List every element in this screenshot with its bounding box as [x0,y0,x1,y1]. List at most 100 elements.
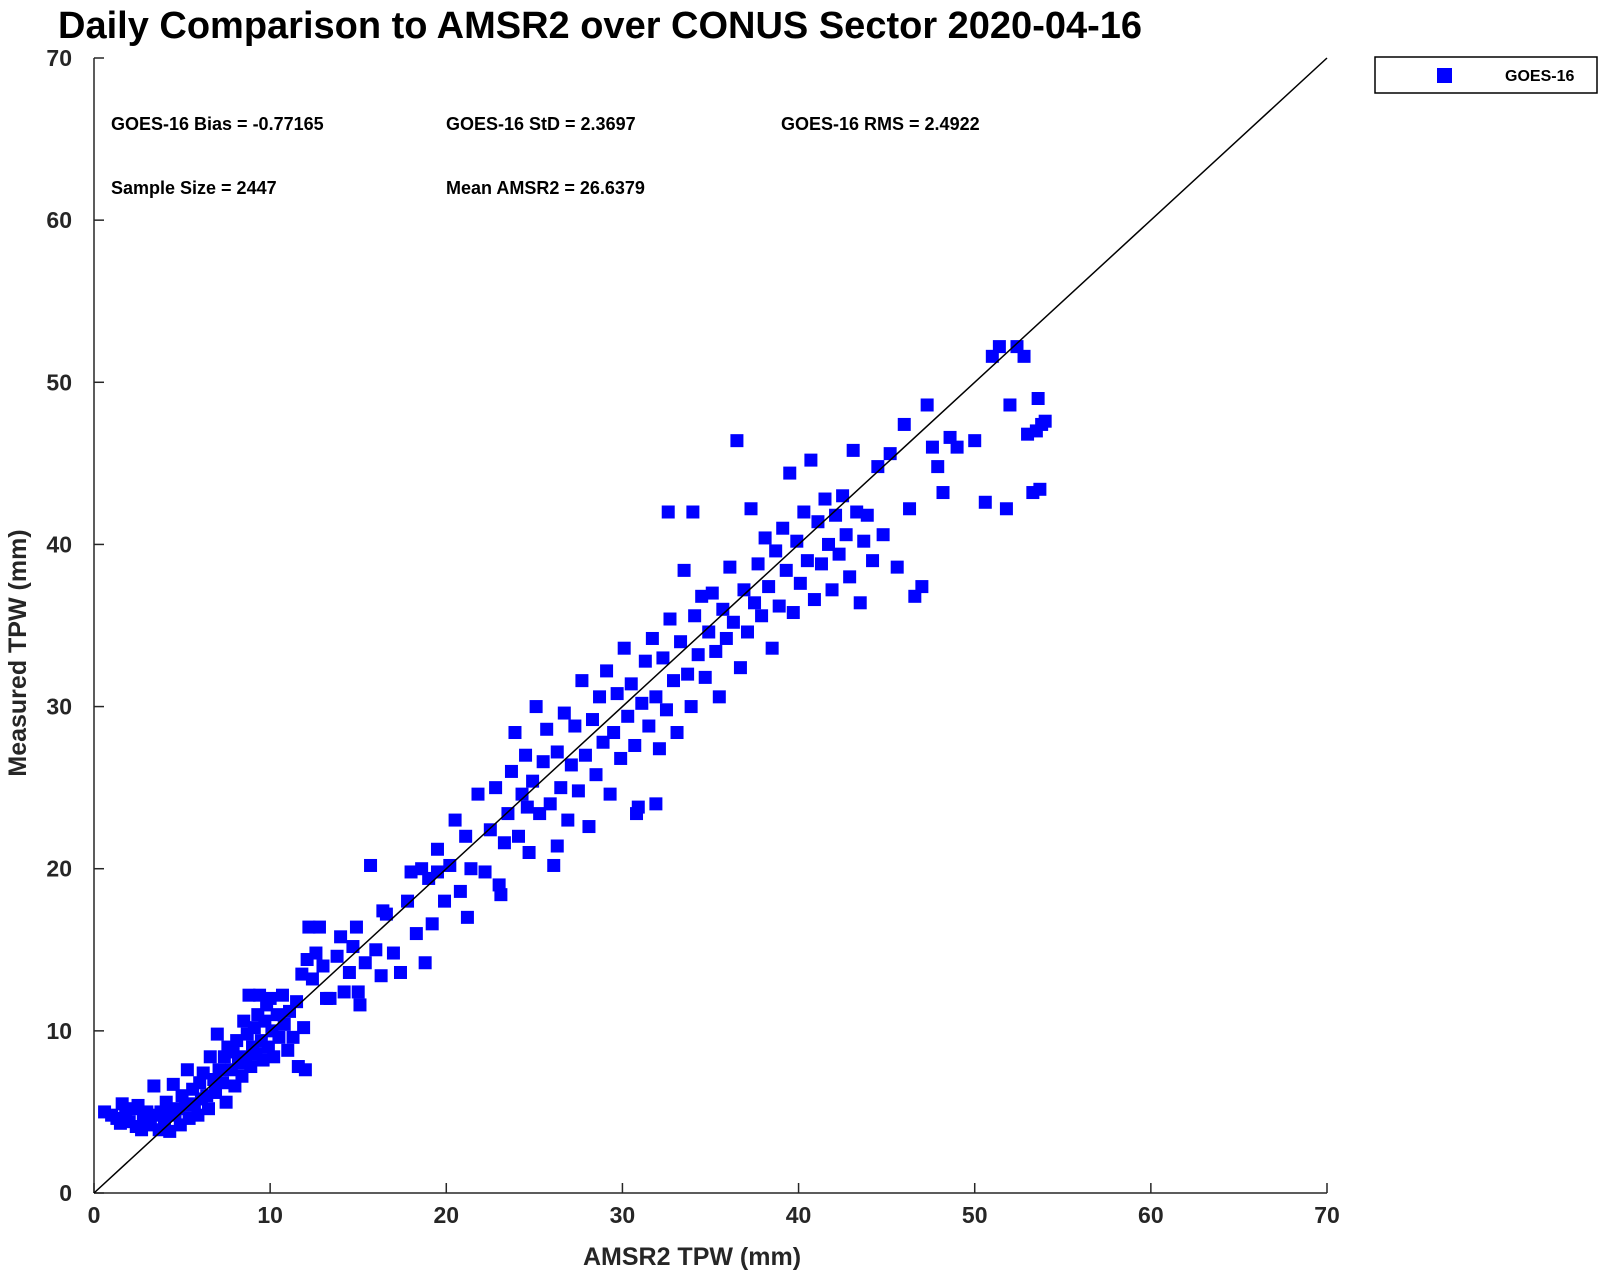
data-point [638,654,652,668]
data-point [196,1066,210,1080]
data-point [783,466,797,480]
data-point [832,547,846,561]
data-point [818,492,832,506]
data-point [358,956,372,970]
data-point [698,670,712,684]
data-point [614,751,628,765]
data-point [790,534,804,548]
data-point [568,719,582,733]
data-point [163,1124,177,1138]
data-point [659,703,673,717]
data-point [705,586,719,600]
y-tick-label: 50 [46,369,72,395]
data-point [936,486,950,500]
data-point [554,781,568,795]
data-point [999,502,1013,516]
data-point [733,661,747,675]
x-tick-label: 40 [786,1202,812,1228]
data-point [814,557,828,571]
data-point [610,687,624,701]
data-point [290,995,304,1009]
data-point [624,677,638,691]
data-point [684,700,698,714]
data-point [776,521,790,535]
data-point [661,505,675,519]
data-point [298,1063,312,1077]
y-tick-label: 40 [46,531,72,557]
data-point [645,631,659,645]
data-point [337,985,351,999]
data-point [748,596,762,610]
data-point [719,631,733,645]
data-point [890,560,904,574]
data-point [621,709,635,723]
data-point [740,625,754,639]
data-point [589,768,603,782]
data-point [540,722,554,736]
x-tick-label: 10 [257,1202,283,1228]
data-point [409,927,423,941]
data-point [550,745,564,759]
data-point [448,813,462,827]
data-point [915,580,929,594]
chart-title: Daily Comparison to AMSR2 over CONUS Sec… [58,5,1142,47]
data-point [765,641,779,655]
data-point [950,440,964,454]
data-point [342,965,356,979]
data-point [550,839,564,853]
data-point [295,967,309,981]
data-point [786,606,800,620]
data-point [237,1014,251,1028]
legend-label-goes16: GOES-16 [1505,68,1574,85]
data-point [471,787,485,801]
data-point [404,865,418,879]
legend: GOES-16 [1374,56,1598,94]
data-point [603,787,617,801]
data-point [330,949,344,963]
y-tick-label: 0 [59,1180,72,1206]
data-point [850,505,864,519]
data-point [508,726,522,740]
data-point [797,505,811,519]
data-point [349,920,363,934]
data-point [649,797,663,811]
data-point [925,440,939,454]
data-point [305,972,319,986]
data-point [460,910,474,924]
data-point [836,489,850,503]
data-point [1038,414,1052,428]
data-point [744,502,758,516]
data-point [800,554,814,568]
data-point [804,453,818,467]
data-point [726,615,740,629]
data-point [459,829,473,843]
data-point [492,878,506,892]
data-point [281,1043,295,1057]
data-point [1003,398,1017,412]
data-point [843,570,857,584]
data-point [596,735,610,749]
data-point [709,644,723,658]
y-tick-label: 20 [46,856,72,882]
data-point [219,1095,233,1109]
data-point [267,1050,281,1064]
x-tick-label: 30 [610,1202,636,1228]
data-point [561,813,575,827]
data-point [346,940,360,954]
data-point [691,648,705,662]
data-point [297,1021,311,1035]
data-point [723,560,737,574]
data-point [166,1077,180,1091]
data-point [147,1079,161,1093]
data-point [758,531,772,545]
data-point [903,502,917,516]
data-point [244,1060,258,1074]
data-point [762,580,776,594]
data-point [312,920,326,934]
data-point [386,946,400,960]
data-point [822,537,836,551]
data-point [681,667,695,681]
data-point [779,563,793,577]
data-point [483,823,497,837]
legend-box [1374,56,1598,94]
